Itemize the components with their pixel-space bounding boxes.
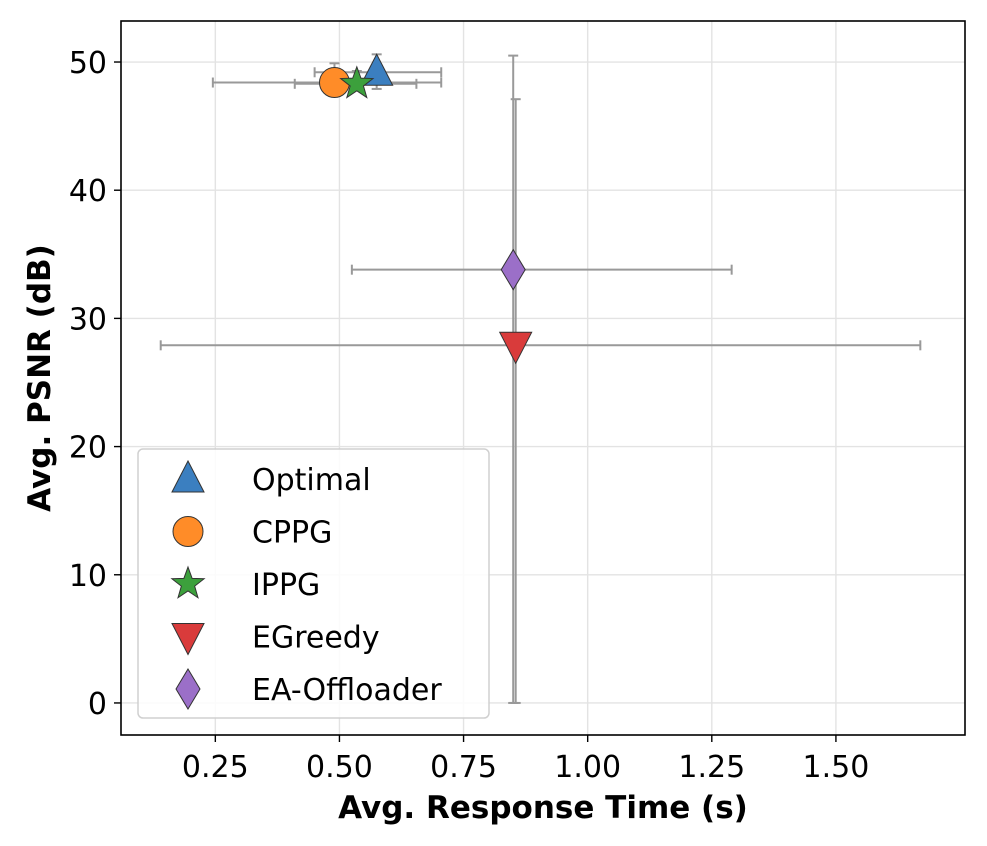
y-tick-label: 40	[69, 174, 107, 209]
legend-marker-optimal	[171, 459, 205, 493]
x-axis-ticks: 0.25 0.50 0.75 1.00 1.25 1.50	[182, 735, 869, 785]
x-tick-label: 0.50	[306, 750, 373, 785]
errorbar-ea-offloader	[350, 54, 733, 704]
legend-marker-ea-offloader	[175, 668, 201, 710]
legend-label-egreedy: EGreedy	[252, 621, 380, 656]
x-axis-title: Avg. Response Time (s)	[338, 790, 748, 826]
legend-label-ea-offloader: EA-Offloader	[252, 673, 442, 708]
legend-box	[137, 448, 490, 719]
data-point-egreedy	[498, 331, 533, 365]
y-tick-label: 30	[69, 302, 107, 337]
legend-marker-cppg	[172, 516, 204, 547]
y-axis-ticks: 0 10 20 30 40 50	[69, 46, 121, 722]
data-point-optimal	[359, 53, 394, 86]
x-tick-label: 0.75	[430, 750, 497, 785]
data-markers	[318, 53, 533, 365]
axes-frame	[120, 20, 966, 736]
legend: Optimal CPPG IPPG EGreedy EA-Offloader	[137, 448, 490, 719]
x-tick-label: 1.00	[554, 750, 621, 785]
y-tick-label: 20	[69, 431, 107, 466]
y-tick-label: 10	[69, 559, 107, 594]
y-tick-label: 50	[69, 46, 107, 81]
legend-label-ippg: IPPG	[252, 568, 320, 603]
x-tick-label: 1.50	[803, 750, 870, 785]
y-tick-label: 0	[88, 687, 107, 722]
legend-marker-ippg	[170, 565, 206, 599]
legend-label-optimal: Optimal	[252, 463, 371, 498]
data-point-ea-offloader	[500, 248, 526, 291]
x-tick-label: 0.25	[182, 750, 249, 785]
x-tick-label: 1.25	[678, 750, 745, 785]
data-point-ippg	[339, 65, 375, 99]
y-axis-title: Avg. PSNR (dB)	[22, 244, 58, 512]
legend-marker-egreedy	[171, 623, 205, 656]
legend-label-cppg: CPPG	[252, 516, 332, 551]
errorbar-egreedy	[159, 98, 922, 704]
